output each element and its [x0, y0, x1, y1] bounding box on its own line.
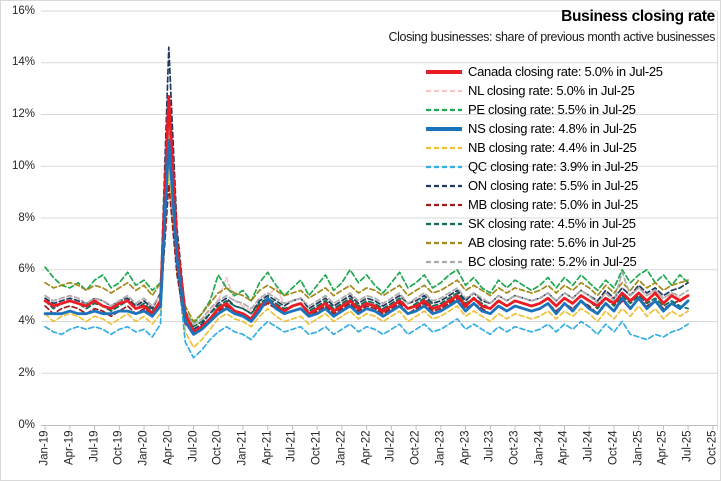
- x-axis-label: Apr-25: [656, 430, 669, 466]
- legend-item-bc: BC closing rate: 5.2% in Jul-25: [425, 252, 663, 271]
- x-axis-label: Jul-23: [483, 430, 496, 462]
- legend-line-sample-canada: [426, 69, 462, 74]
- x-axis-label: Jan-23: [434, 430, 447, 466]
- x-axis-label: Apr-24: [557, 430, 570, 466]
- x-axis-label: Jul-22: [384, 430, 397, 462]
- x-axis-label: Jul-25: [681, 430, 694, 462]
- x-axis-label: Oct-25: [706, 430, 719, 466]
- legend-label-qc: QC closing rate: 3.9% in Jul-25: [468, 159, 638, 174]
- legend-item-qc: QC closing rate: 3.9% in Jul-25: [425, 157, 663, 176]
- x-axis-label: Jan-24: [533, 430, 546, 466]
- x-axis-label: Apr-22: [360, 430, 373, 466]
- legend-item-pe: PE closing rate: 5.5% in Jul-25: [425, 100, 663, 119]
- legend-label-ns: NS closing rate: 4.8% in Jul-25: [468, 121, 637, 136]
- x-axis-label: Apr-20: [162, 430, 175, 466]
- legend-label-bc: BC closing rate: 5.2% in Jul-25: [468, 254, 637, 269]
- series-line-canada: [43, 95, 690, 334]
- series-line-bc: [44, 124, 689, 325]
- y-axis-label: 2%: [18, 366, 35, 379]
- x-axis-label: Oct-20: [211, 430, 224, 466]
- legend-line-sample-on: [426, 184, 462, 187]
- y-axis-label: 8%: [18, 211, 35, 224]
- x-axis-label: Jul-24: [582, 430, 595, 462]
- legend-label-nb: NB closing rate: 4.4% in Jul-25: [468, 140, 637, 155]
- x-axis-label: Oct-22: [409, 430, 422, 466]
- legend-label-mb: MB closing rate: 5.0% in Jul-25: [468, 197, 638, 212]
- legend-line-sample-bc: [426, 260, 462, 263]
- legend-item-canada: Canada closing rate: 5.0% in Jul-25: [425, 62, 663, 81]
- legend-line-sample-sk: [426, 222, 462, 225]
- x-axis-label: Apr-23: [459, 430, 472, 466]
- legend-label-nl: NL closing rate: 5.0% in Jul-25: [468, 83, 635, 98]
- x-axis-label: Apr-19: [63, 430, 76, 466]
- legend-line-sample-ab: [426, 241, 462, 244]
- legend-line-sample-ns: [426, 126, 462, 131]
- x-axis-label: Oct-19: [112, 430, 125, 466]
- x-axis-label: Oct-24: [607, 430, 620, 466]
- y-axis-label: 16%: [11, 4, 35, 17]
- legend-line-sample-qc: [426, 165, 462, 168]
- x-axis-label: Jan-21: [236, 430, 249, 466]
- series-line-pe: [44, 155, 689, 325]
- x-axis-label: Oct-21: [310, 430, 323, 466]
- legend-label-canada: Canada closing rate: 5.0% in Jul-25: [468, 64, 663, 79]
- legend-line-sample-mb: [426, 203, 462, 206]
- legend-label-sk: SK closing rate: 4.5% in Jul-25: [468, 216, 636, 231]
- y-axis-label: 10%: [11, 159, 35, 172]
- legend-line-sample-nl: [426, 89, 462, 92]
- legend-label-pe: PE closing rate: 5.5% in Jul-25: [468, 102, 636, 117]
- chart-subtitle: Closing businesses: share of previous mo…: [388, 30, 716, 44]
- x-axis-label: Jul-20: [187, 430, 199, 462]
- series-line-ab: [44, 144, 689, 323]
- legend-item-nb: NB closing rate: 4.4% in Jul-25: [425, 138, 663, 157]
- x-axis-label: Oct-23: [508, 430, 521, 466]
- x-axis-label: Apr-21: [261, 430, 274, 466]
- x-axis-label: Jan-19: [38, 430, 51, 466]
- legend-item-on: ON closing rate: 5.5% in Jul-25: [425, 176, 663, 195]
- y-axis-label: 4%: [18, 315, 35, 327]
- legend: Canada closing rate: 5.0% in Jul-25 NL cl…: [425, 62, 663, 271]
- x-axis-ticks: [44, 425, 714, 430]
- series-line-on: [44, 46, 689, 331]
- x-axis-label: Jul-21: [285, 430, 298, 462]
- x-axis-label: Jan-20: [137, 430, 150, 466]
- legend-line-sample-nb: [426, 146, 462, 149]
- series-line-qc: [44, 131, 689, 359]
- chart-title: Business closing rate: [561, 8, 715, 25]
- y-axis-label: 14%: [11, 56, 35, 69]
- x-axis-label: Jan-25: [632, 430, 645, 466]
- legend-item-mb: MB closing rate: 5.0% in Jul-25: [425, 195, 663, 214]
- legend-item-ab: AB closing rate: 5.6% in Jul-25: [425, 233, 663, 252]
- y-axis-label: 6%: [18, 263, 35, 276]
- y-axis-label: 12%: [11, 108, 35, 120]
- legend-label-ab: AB closing rate: 5.6% in Jul-25: [468, 235, 636, 250]
- series-line-ns: [43, 138, 690, 336]
- legend-label-on: ON closing rate: 5.5% in Jul-25: [468, 178, 638, 193]
- legend-item-sk: SK closing rate: 4.5% in Jul-25: [425, 214, 663, 233]
- legend-item-ns: NS closing rate: 4.8% in Jul-25: [425, 119, 663, 138]
- x-axis-label: Jan-22: [335, 430, 348, 466]
- x-axis-label: Jul-19: [88, 430, 101, 462]
- y-axis-label: 0%: [18, 418, 35, 431]
- series-line-nb: [44, 170, 689, 349]
- legend-line-sample-pe: [426, 108, 462, 111]
- legend-item-nl: NL closing rate: 5.0% in Jul-25: [425, 81, 663, 100]
